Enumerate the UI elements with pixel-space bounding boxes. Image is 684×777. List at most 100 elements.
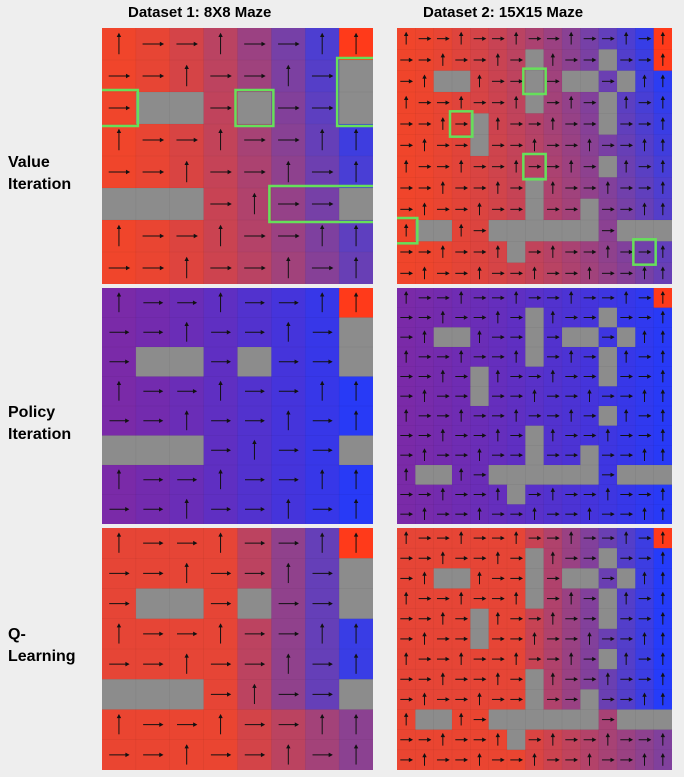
arrow-head-icon	[440, 732, 446, 738]
arrow-head-icon	[500, 271, 505, 276]
arrow-head-icon	[573, 374, 579, 379]
maze-state-cell	[653, 288, 672, 309]
arrow-head-icon	[628, 57, 634, 63]
arrow-head-icon	[286, 562, 291, 567]
maze-state-cell	[305, 252, 340, 284]
maze-wall-cell	[415, 709, 435, 731]
maze-state-cell	[507, 134, 526, 157]
arrow-head-icon	[660, 591, 666, 596]
maze-state-cell	[470, 709, 490, 731]
arrow-head-icon	[286, 160, 291, 165]
maze-state-cell	[617, 729, 636, 751]
arrow-head-icon	[260, 477, 265, 482]
maze-state-cell	[543, 689, 563, 710]
maze-state-cell	[452, 366, 471, 387]
arrow-head-icon	[647, 315, 652, 320]
maze-state-cell	[169, 252, 205, 284]
maze-state-cell	[415, 327, 435, 348]
maze-wall-cell	[433, 568, 453, 589]
arrow-head-icon	[218, 469, 223, 474]
arrow-head-icon	[642, 448, 647, 453]
arrow-head-icon	[422, 330, 427, 335]
arrow-head-icon	[463, 121, 469, 127]
maze-state-cell	[562, 28, 581, 50]
arrow-head-icon	[642, 753, 647, 758]
maze-state-cell	[305, 124, 340, 157]
maze-state-cell	[169, 28, 205, 61]
arrow-head-icon	[408, 677, 414, 682]
arrow-head-icon	[628, 393, 634, 399]
arrow-head-icon	[403, 159, 409, 164]
arrow-head-icon	[555, 535, 560, 541]
maze-state-cell	[617, 749, 636, 770]
maze-state-cell	[237, 406, 272, 436]
maze-state-cell	[203, 317, 238, 348]
arrow-head-icon	[555, 576, 560, 581]
arrow-head-icon	[408, 433, 414, 438]
maze-state-cell	[452, 445, 471, 466]
maze-state-cell	[397, 669, 416, 690]
row-title-q-learning: Q- Learning	[8, 624, 76, 668]
arrow-head-icon	[159, 631, 164, 637]
arrow-head-icon	[159, 73, 165, 79]
cell-fill	[617, 709, 636, 731]
arrow-head-icon	[587, 138, 592, 143]
arrow-head-icon	[458, 652, 464, 657]
maze-wall-cell	[598, 347, 618, 368]
maze-state-cell	[543, 484, 563, 505]
maze-state-cell	[507, 649, 526, 670]
maze-state-cell	[580, 386, 600, 407]
maze-state-cell	[598, 288, 618, 309]
arrow-head-icon	[463, 433, 469, 438]
maze-state-cell	[525, 749, 545, 770]
maze-state-cell	[598, 484, 618, 505]
arrow-head-icon	[294, 389, 299, 394]
maze-state-cell	[617, 689, 636, 710]
arrow-head-icon	[261, 73, 266, 79]
arrow-head-icon	[463, 57, 469, 63]
maze-state-cell	[617, 406, 636, 427]
maze-state-cell	[305, 220, 340, 253]
arrow-head-icon	[518, 616, 524, 621]
arrow-head-icon	[647, 100, 652, 105]
maze-state-cell	[635, 484, 655, 505]
arrow-head-icon	[294, 359, 299, 364]
arrow-head-icon	[116, 292, 122, 297]
arrow-head-icon	[573, 492, 579, 497]
arrow-head-icon	[610, 207, 615, 212]
arrow-head-icon	[550, 732, 556, 738]
maze-state-cell	[271, 317, 306, 348]
maze-wall-cell	[169, 188, 205, 221]
maze-state-cell	[598, 198, 618, 221]
arrow-head-icon	[495, 181, 501, 186]
maze-state-cell	[507, 568, 526, 589]
arrow-head-icon	[427, 315, 432, 320]
arrow-head-icon	[660, 349, 666, 355]
maze-state-cell	[305, 435, 340, 466]
arrow-head-icon	[555, 207, 560, 212]
maze-state-cell	[271, 124, 306, 157]
arrow-head-icon	[192, 300, 198, 305]
arrow-head-icon	[440, 181, 446, 186]
arrow-head-icon	[463, 492, 469, 497]
maze-state-cell	[488, 241, 508, 264]
arrow-head-icon	[592, 295, 597, 301]
arrow-head-icon	[592, 374, 597, 379]
maze-wall-cell	[525, 669, 545, 690]
maze-state-cell	[470, 262, 490, 284]
maze-state-cell	[397, 709, 416, 731]
arrow-head-icon	[463, 452, 469, 458]
maze-state-cell	[397, 528, 416, 549]
arrow-head-icon	[628, 452, 634, 458]
maze-state-cell	[653, 198, 672, 221]
maze-state-cell	[203, 435, 238, 466]
arrow-head-icon	[482, 413, 487, 419]
maze-state-cell	[415, 366, 435, 387]
cell-fill	[580, 220, 600, 242]
arrow-head-icon	[495, 310, 501, 315]
maze-state-cell	[470, 484, 490, 505]
maze-state-cell	[169, 317, 205, 348]
arrow-head-icon	[500, 636, 505, 642]
maze-wall-cell	[237, 347, 272, 377]
arrow-head-icon	[660, 428, 666, 433]
